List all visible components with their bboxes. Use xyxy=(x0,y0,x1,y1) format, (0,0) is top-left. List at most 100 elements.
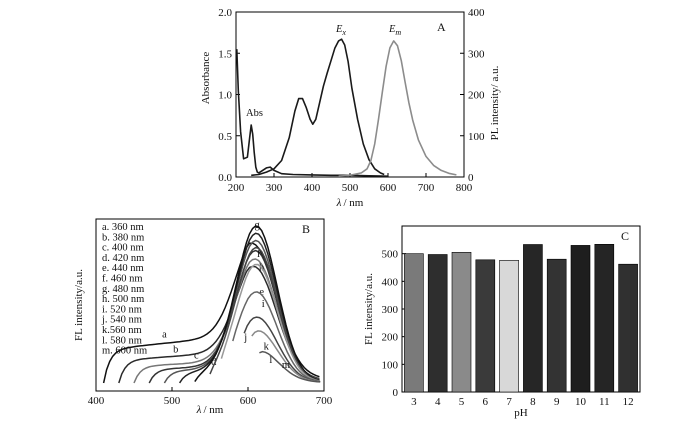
panel-c-ylabel: FL intensity/a.u. xyxy=(363,273,375,345)
panel-a-xtick-label: 600 xyxy=(380,182,397,194)
panel-b-series-j xyxy=(232,291,319,382)
panel-c-ytick-label: 100 xyxy=(382,359,399,371)
panel-b-legend-item: e. 440 nm xyxy=(102,263,144,274)
panel-b-legend-item: h. 500 nm xyxy=(102,294,144,305)
panel-c-xtick-label: 10 xyxy=(575,396,587,408)
panel-a-ytick-right-label: 400 xyxy=(468,7,485,19)
panel-b-series-m xyxy=(259,350,321,383)
panel-b-curve-label: g xyxy=(254,220,260,231)
panel-b-series-g xyxy=(194,225,320,383)
panel-b-label: B xyxy=(302,222,310,236)
panel-a-ytick-left-label: 1.5 xyxy=(218,48,232,60)
panel-a-xtick-label: 500 xyxy=(342,182,359,194)
panel-a-ytick-left-label: 1.0 xyxy=(218,90,232,102)
panel-b-curve-label: f xyxy=(257,249,261,260)
panel-c-xlabel: pH xyxy=(514,407,528,419)
panel-b-curve-label: b xyxy=(173,345,178,356)
panel-a-ytick-right-label: 200 xyxy=(468,90,485,102)
panel-a-ytick-right-label: 0 xyxy=(468,172,474,184)
panel-b-legend: a. 360 nmb. 380 nmc. 400 nmd. 420 nme. 4… xyxy=(101,222,147,357)
panel-c-bar xyxy=(404,253,424,393)
panel-c-bar xyxy=(618,263,638,393)
ex-label-sub: x xyxy=(341,28,346,37)
panel-c-xtick-label: 3 xyxy=(411,396,417,408)
panel-a-series xyxy=(236,38,457,177)
panel-b-curve-label: c xyxy=(194,351,199,362)
panel-a-ytick-right-label: 300 xyxy=(468,48,485,60)
panel-c-xtick-label: 6 xyxy=(483,396,489,408)
panel-c-bar xyxy=(546,258,567,393)
panel-c-xtick-label: 7 xyxy=(506,396,512,408)
panel-b-legend-item: f. 460 nm xyxy=(102,274,143,285)
panel-b-legend-item: g. 480 nm xyxy=(102,284,144,295)
panel-b-xlabel: λ / nm xyxy=(196,404,224,416)
panel-c-ytick-label: 400 xyxy=(382,276,399,288)
panel-a: 200 300 400 500 600 700 800 0.0 0.5 1.0 1.5 2.0 0 100… xyxy=(200,7,501,209)
panel-c-ytick-label: 0 xyxy=(393,387,399,399)
panel-a-xlabel-symbol: λ xyxy=(336,197,342,209)
panel-b-legend-item: d. 420 nm xyxy=(102,253,144,264)
panel-b-series-h xyxy=(209,246,320,382)
panel-c-bar xyxy=(570,245,591,393)
panel-c-xtick-label: 8 xyxy=(530,396,536,408)
panel-c-bar xyxy=(427,254,448,393)
panel-c-xtick-label: 5 xyxy=(459,396,465,408)
panel-b-xtick-label: 600 xyxy=(240,395,257,407)
panel-b-legend-item: l. 580 nm xyxy=(102,335,142,346)
panel-b-series-i xyxy=(220,263,319,382)
panel-b-xtick-label: 500 xyxy=(164,395,181,407)
panel-b-ylabel: FL intensity/a.u. xyxy=(73,269,85,341)
panel-c-bar xyxy=(523,244,543,393)
panel-a-ytick-right-label: 100 xyxy=(468,131,485,143)
panel-a-xlabel-unit: / nm xyxy=(343,197,363,209)
panel-c-xtick-label: 9 xyxy=(554,396,560,408)
panel-a-left-ylabel: Absorbance xyxy=(200,52,212,105)
panel-b-curve-label: i xyxy=(262,299,265,310)
panel-b-series-l xyxy=(251,330,319,383)
panel-c-ytick-label: 200 xyxy=(382,332,399,344)
panel-a-xtick-label: 800 xyxy=(456,182,473,194)
panel-a-xtick-label: 400 xyxy=(304,182,321,194)
panel-a-ytick-left-label: 0.0 xyxy=(218,172,232,184)
panel-a-xtick-label: 200 xyxy=(228,182,245,194)
panel-b-legend-item: c. 400 nm xyxy=(102,243,144,254)
panel-b-curve-label: m xyxy=(282,360,290,371)
panel-c-label: C xyxy=(621,229,629,243)
panel-c-bar xyxy=(475,259,496,393)
abs-label: Abs xyxy=(246,108,263,119)
panel-c-xtick-label: 11 xyxy=(599,396,610,408)
panel-b-legend-item: j. 540 nm xyxy=(101,315,142,326)
panel-a-series-abs xyxy=(236,49,389,177)
panel-b-curve-label: e xyxy=(259,287,264,298)
panel-c-ytick-label: 500 xyxy=(382,249,399,261)
panel-a-xtick-label: 300 xyxy=(266,182,283,194)
ex-label-main: E xyxy=(335,24,343,35)
panel-b-legend-item: m. 600 nm xyxy=(102,346,147,357)
panel-b-ticks: 400 500 600 700 xyxy=(88,387,333,407)
panel-b-xlabel-unit: / nm xyxy=(203,404,223,416)
panel-a-xlabel: λ / nm xyxy=(336,197,364,209)
panel-c-xtick-label: 4 xyxy=(435,396,441,408)
panel-a-ytick-left-label: 0.5 xyxy=(218,131,232,143)
panel-a-ticks: 200 300 400 500 600 700 800 0.0 0.5 1.0 1.5 2.0 0 100… xyxy=(218,7,485,194)
panel-a-xtick-label: 700 xyxy=(418,182,435,194)
em-label-sub: m xyxy=(395,28,401,37)
panel-a-series-em xyxy=(338,40,457,177)
panel-c-bar xyxy=(451,252,472,393)
panel-b-curve-label: k xyxy=(264,342,270,353)
panel-c-ytick-label: 300 xyxy=(382,304,399,316)
panel-b-legend-item: a. 360 nm xyxy=(102,222,144,233)
panel-b-legend-item: b. 380 nm xyxy=(102,232,144,243)
panel-b-curve-label: l xyxy=(269,355,272,366)
em-label: Em xyxy=(388,24,401,37)
panel-b-xtick-label: 700 xyxy=(316,395,333,407)
panel-b-legend-item: k.560 nm xyxy=(102,325,142,336)
panel-a-right-ylabel: PL intensity/ a.u. xyxy=(489,65,501,140)
panel-b-curve-label: a xyxy=(162,329,167,340)
em-label-main: E xyxy=(388,24,396,35)
panel-c-xtick-label: 12 xyxy=(623,396,634,408)
panel-c-bar xyxy=(594,244,615,393)
panel-a-label: A xyxy=(437,20,446,34)
